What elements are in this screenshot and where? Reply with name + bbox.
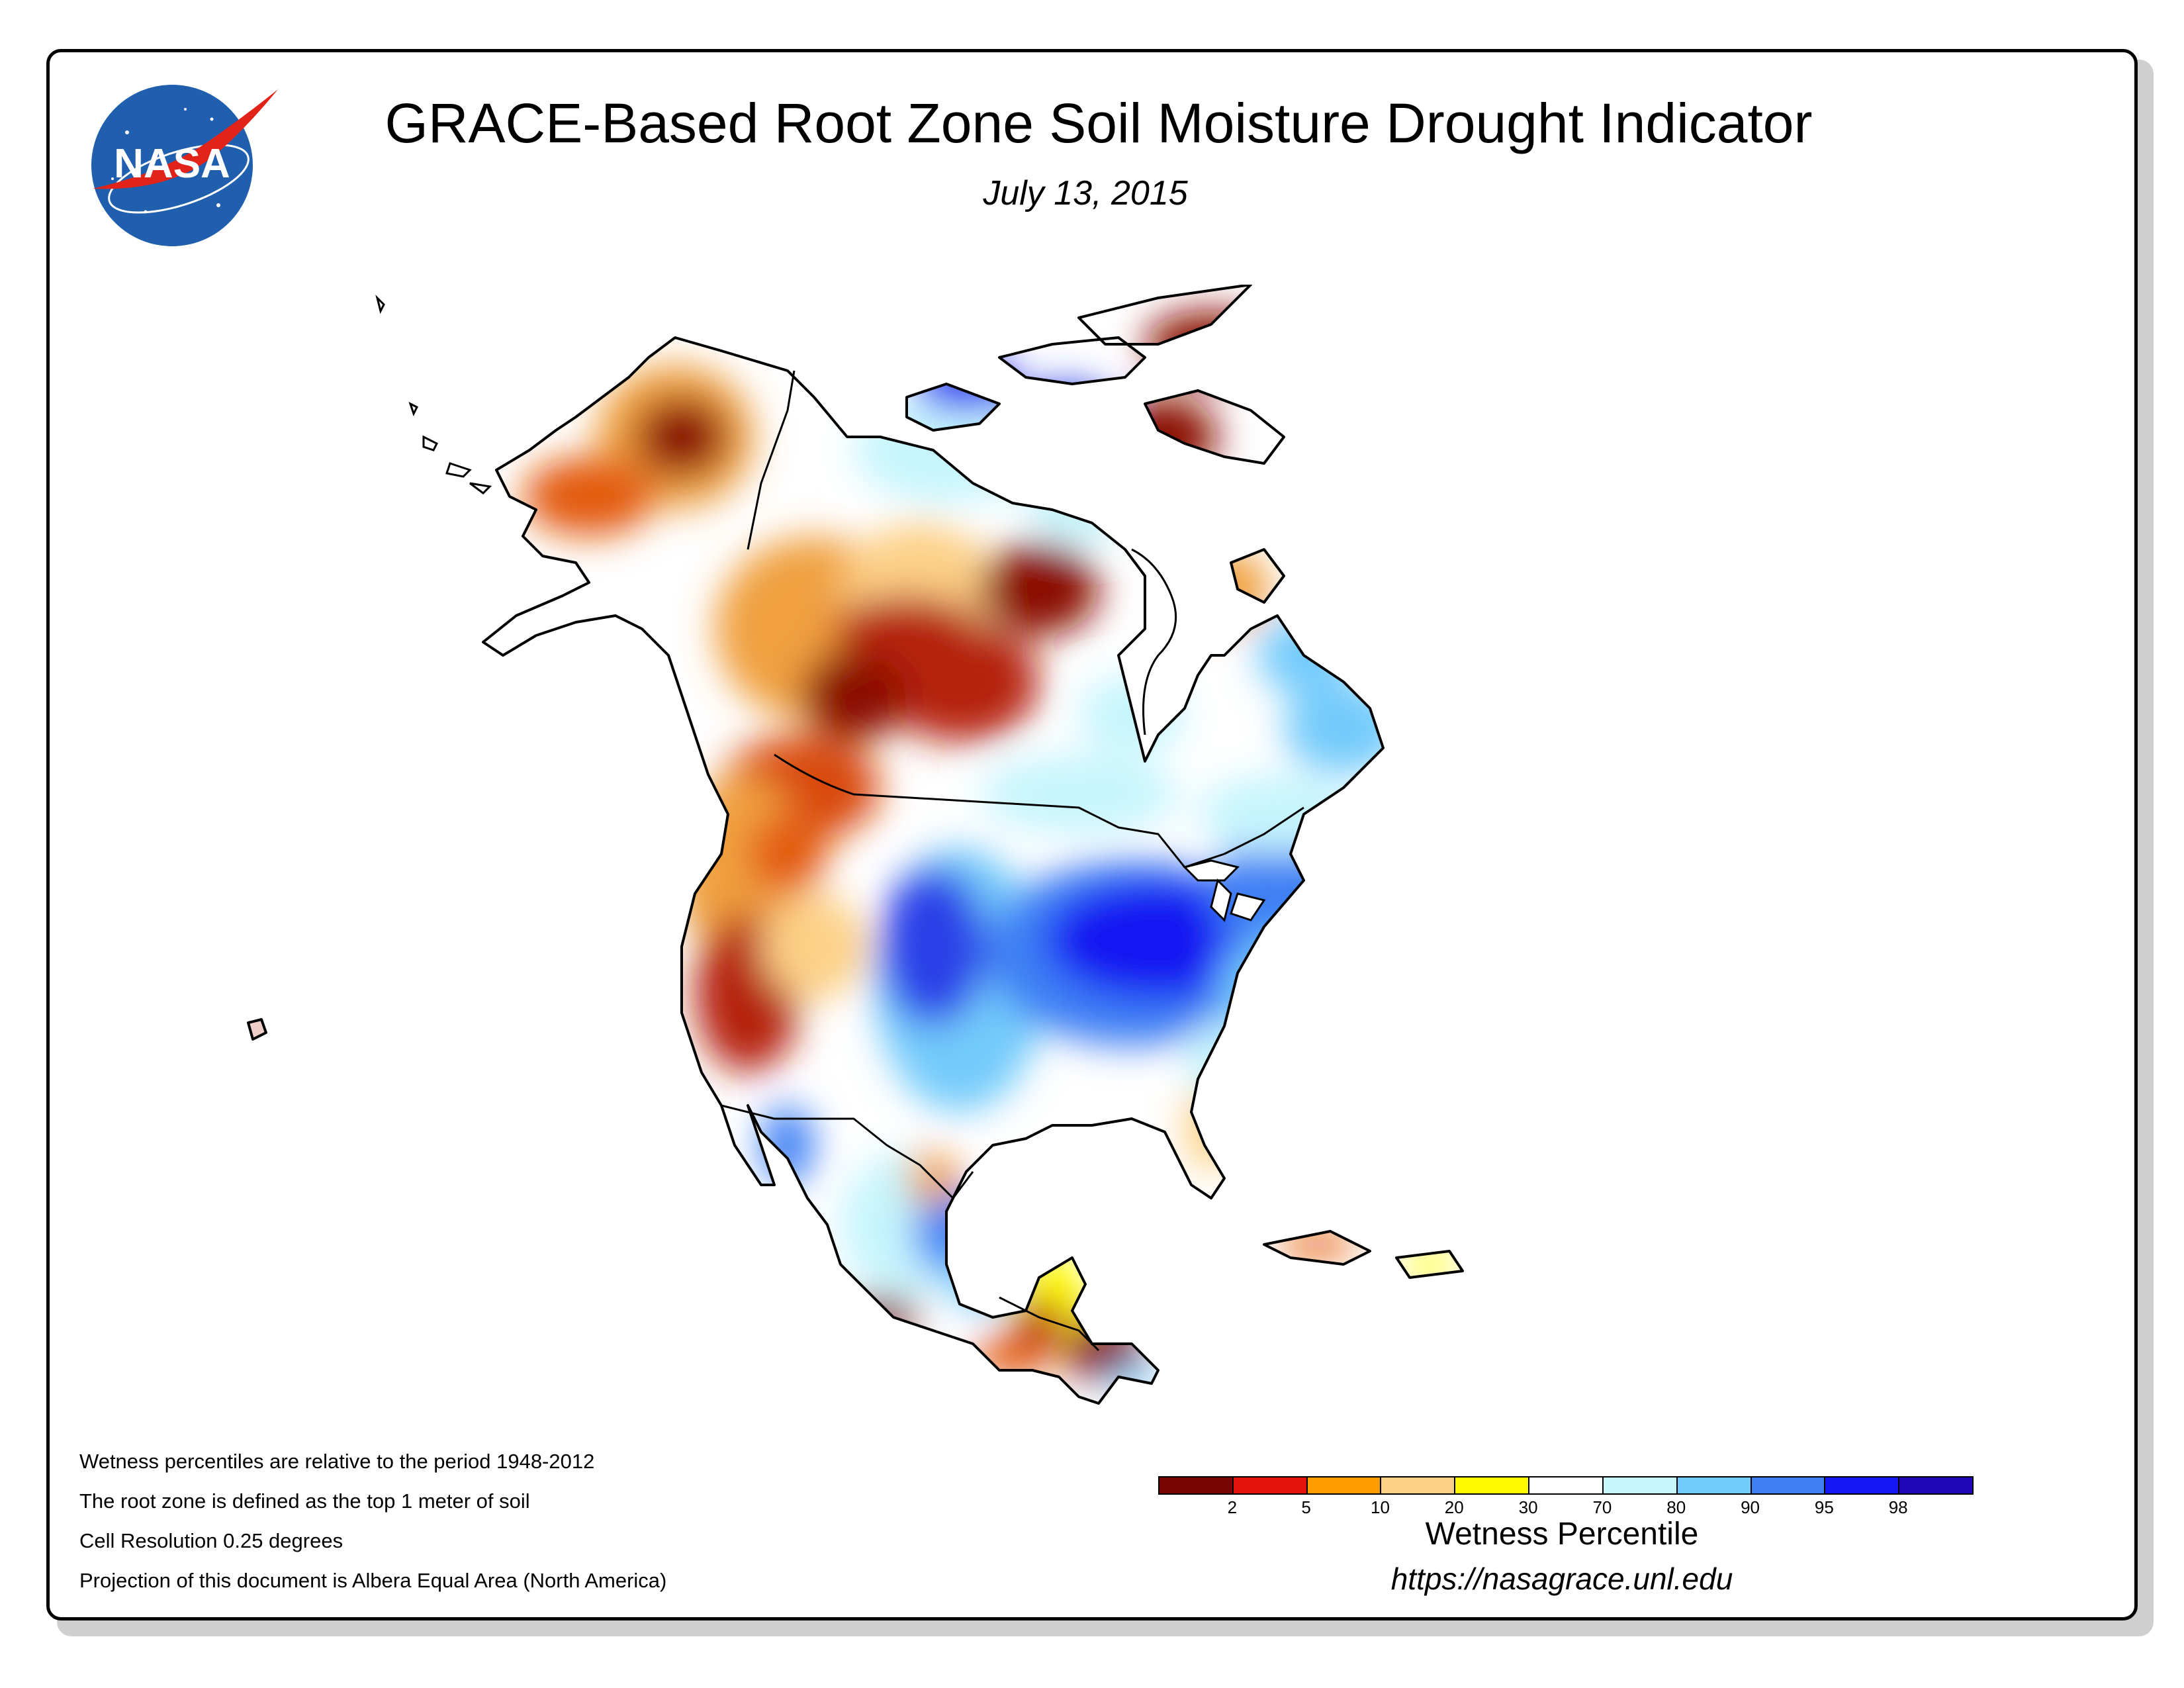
legend-tick-label: 30 (1518, 1497, 1538, 1517)
soil-moisture-map (247, 285, 1464, 1405)
legend-tick-label: 98 (1888, 1497, 1908, 1517)
legend-tick-label: 90 (1741, 1497, 1760, 1517)
legend-swatch (1528, 1476, 1604, 1495)
legend-swatch (1898, 1476, 1974, 1495)
note-root-zone: The root zone is defined as the top 1 me… (79, 1489, 530, 1513)
note-resolution: Cell Resolution 0.25 degrees (79, 1529, 343, 1552)
nasa-logo: NASA (91, 85, 278, 246)
legend-swatch (1380, 1476, 1456, 1495)
legend-tick-label: 70 (1592, 1497, 1612, 1517)
legend-swatch (1676, 1476, 1752, 1495)
note-projection: Projection of this document is Albera Eq… (79, 1569, 667, 1592)
legend-tick-label: 80 (1666, 1497, 1686, 1517)
legend-tick-label: 5 (1301, 1497, 1311, 1517)
legend-tick-label: 10 (1370, 1497, 1390, 1517)
source-url[interactable]: https://nasagrace.unl.edu (1390, 1562, 1733, 1596)
legend-swatch (1602, 1476, 1678, 1495)
map-title: GRACE-Based Root Zone Soil Moisture Drou… (385, 92, 1813, 154)
legend-tick-label: 20 (1444, 1497, 1464, 1517)
wetness-legend-bar (1158, 1476, 1974, 1496)
legend-swatch (1750, 1476, 1826, 1495)
legend-swatch (1306, 1476, 1382, 1495)
map-date: July 13, 2015 (983, 174, 1188, 212)
legend-swatch (1158, 1476, 1234, 1495)
nasa-logo-text: NASA (114, 141, 230, 187)
legend-tick-label: 95 (1814, 1497, 1834, 1517)
legend-swatch (1824, 1476, 1900, 1495)
legend-tick-label: 2 (1227, 1497, 1238, 1517)
legend-swatch (1454, 1476, 1530, 1495)
legend-swatch (1232, 1476, 1308, 1495)
legend-title: Wetness Percentile (1425, 1517, 1699, 1552)
note-period: Wetness percentiles are relative to the … (79, 1450, 595, 1473)
